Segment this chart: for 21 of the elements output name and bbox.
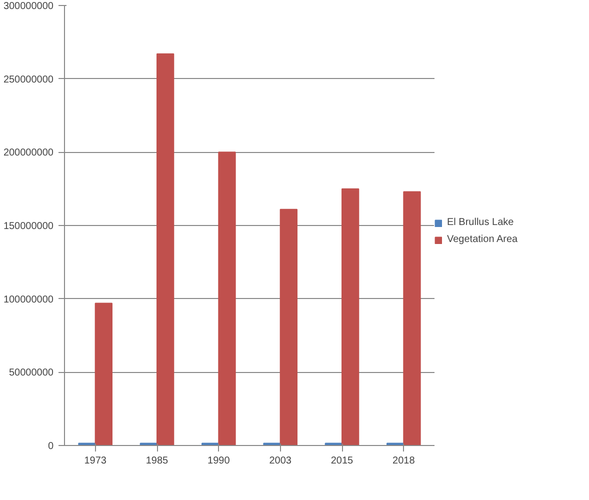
bar	[218, 152, 236, 446]
x-tick-label: 1973	[84, 456, 107, 466]
bar	[403, 191, 421, 446]
legend-label: Vegetation Area	[447, 234, 518, 245]
x-tick-label: 2018	[392, 456, 416, 466]
legend-label: El Brullus Lake	[447, 217, 514, 228]
x-tick-label: 1985	[146, 456, 169, 466]
bar	[342, 188, 360, 446]
y-tick-label: 50000000	[9, 368, 54, 379]
y-tick-label: 200000000	[3, 148, 54, 159]
x-tick-label: 1990	[208, 456, 230, 466]
y-tick-label: 300000000	[3, 1, 54, 12]
x-tick-label: 2015	[330, 456, 354, 466]
bar	[94, 302, 112, 446]
y-tick-label: 0	[48, 441, 54, 452]
y-tick-label: 150000000	[3, 221, 54, 232]
x-tick-label: 2003	[269, 456, 292, 466]
y-tick-label: 100000000	[3, 294, 54, 306]
y-tick-label: 250000000	[3, 74, 54, 86]
bar	[280, 208, 298, 446]
bar	[156, 53, 174, 446]
